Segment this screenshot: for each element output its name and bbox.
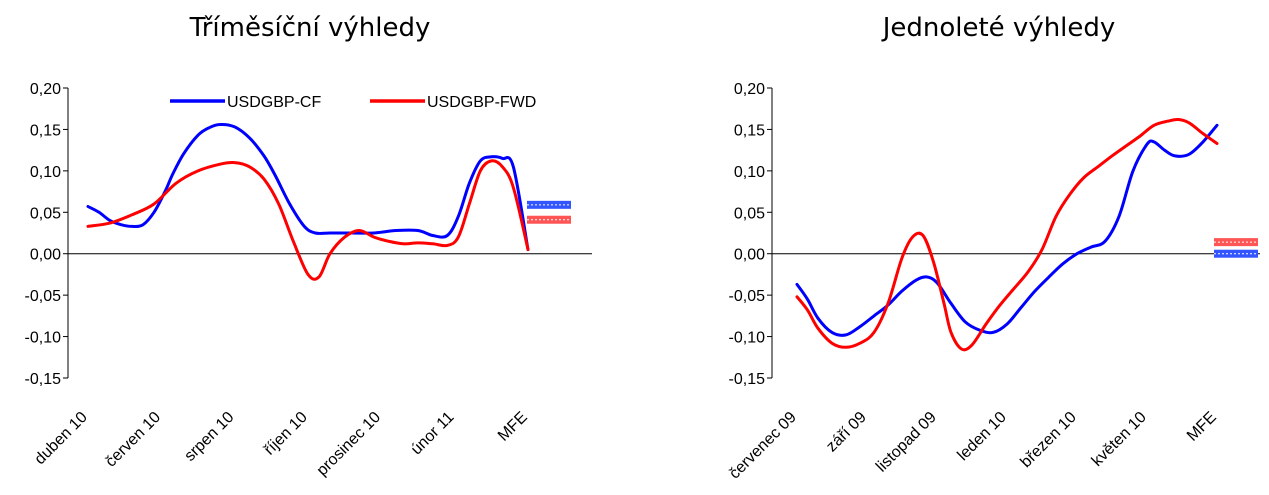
x-tick-label: červenec 09: [726, 409, 800, 483]
y-tick-label: 0,00: [30, 247, 61, 264]
legend-label: USDGBP-FWD: [427, 94, 536, 111]
x-tick-label: MFE: [1184, 409, 1220, 445]
y-tick-label: 0,10: [30, 164, 61, 181]
x-tick-label: květen 10: [1089, 409, 1150, 470]
chart-panel-2: Jednoleté výhledy 0,20 0,15 0,10 0,05 0,00 -0,…: [726, 13, 1260, 482]
series-line-USDGBP-FWD: [797, 119, 1217, 349]
legend-label: USDGBP-CF: [227, 94, 321, 111]
y-tick-label: -0,10: [25, 330, 62, 347]
y-tick-label: 0,15: [30, 122, 61, 139]
y-tick-label: -0,15: [25, 371, 62, 388]
y-tick-label: 0,20: [30, 81, 61, 98]
y-tick-label: 0,10: [734, 164, 765, 181]
x-tick-label: MFE: [495, 409, 531, 445]
y-tick-label: 0,20: [734, 81, 765, 98]
x-tick-label: červen 10: [102, 409, 164, 471]
chart-title: Tříměsíční výhledy: [189, 13, 431, 43]
x-tick-label: září 09: [823, 409, 870, 456]
x-tick-label: duben 10: [32, 409, 91, 468]
y-tick-label: 0,15: [734, 122, 765, 139]
chart-panel-1: Tříměsíční výhledy 0,20 0,15 0,10 0,05 0,00 -0…: [25, 13, 592, 479]
x-tick-label: leden 10: [954, 409, 1010, 465]
x-tick-label: říjen 10: [261, 409, 311, 459]
y-tick-label: -0,10: [729, 330, 766, 347]
y-tick-label: -0,05: [729, 288, 766, 305]
series-line-USDGBP-FWD: [88, 161, 528, 280]
chart-title: Jednoleté výhledy: [881, 13, 1116, 43]
x-tick-label: březen 10: [1017, 409, 1079, 471]
x-tick-label: únor 11: [408, 409, 458, 459]
y-tick-label: 0,05: [30, 205, 61, 222]
y-tick-label: -0,15: [729, 371, 766, 388]
x-tick-label: prosinec 10: [314, 409, 385, 480]
x-tick-label: srpen 10: [181, 409, 237, 465]
y-tick-label: -0,05: [25, 288, 62, 305]
series-line-USDGBP-CF: [797, 125, 1217, 335]
y-tick-label: 0,00: [734, 247, 765, 264]
x-tick-label: listopad 09: [873, 409, 940, 476]
y-tick-label: 0,05: [734, 205, 765, 222]
